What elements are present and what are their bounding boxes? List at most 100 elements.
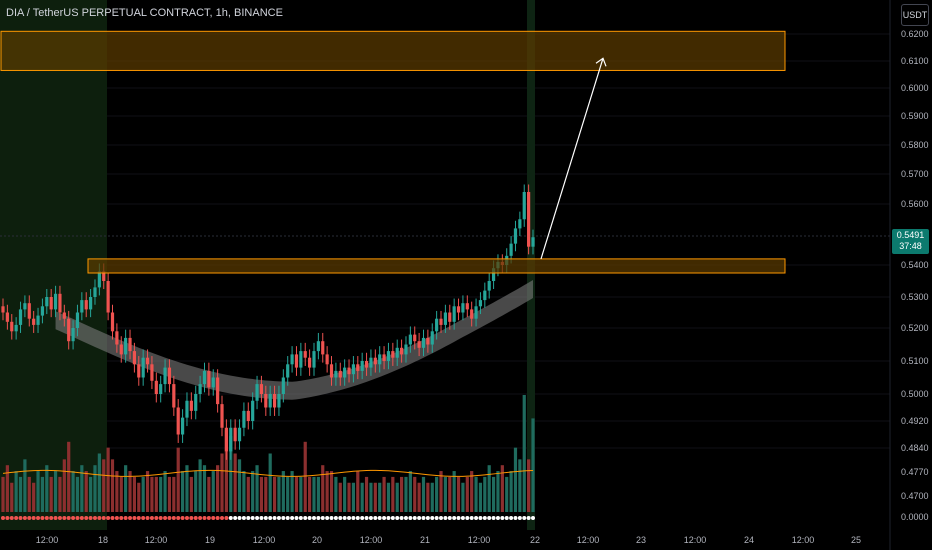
indicator-dot bbox=[276, 516, 281, 520]
candle-body bbox=[360, 361, 364, 371]
indicator-dot bbox=[5, 516, 10, 520]
indicator-dot bbox=[355, 516, 360, 520]
indicator-dot bbox=[307, 516, 312, 520]
candle-body bbox=[71, 328, 75, 342]
candle-body bbox=[198, 384, 202, 394]
indicator-dot bbox=[325, 516, 330, 520]
indicator-dot bbox=[526, 516, 531, 520]
indicator-dot bbox=[460, 516, 465, 520]
candle-body bbox=[465, 303, 469, 310]
volume-bar bbox=[264, 476, 268, 512]
indicator-dot bbox=[255, 516, 260, 520]
resistance-zone-top[interactable] bbox=[0, 30, 786, 71]
volume-bar bbox=[360, 482, 364, 512]
candle-body bbox=[395, 347, 399, 358]
volume-bar bbox=[67, 441, 71, 512]
candle-body bbox=[5, 312, 9, 322]
volume-bar bbox=[404, 476, 408, 512]
indicator-dot bbox=[290, 516, 295, 520]
indicator-dot bbox=[298, 516, 303, 520]
indicator-dot bbox=[163, 516, 168, 520]
indicator-dot bbox=[452, 516, 457, 520]
price-label: 0.5300 bbox=[901, 292, 929, 302]
volume-bar bbox=[5, 465, 9, 512]
projection-arrow[interactable] bbox=[540, 58, 604, 260]
volume-bar bbox=[325, 471, 329, 512]
candle-body bbox=[448, 312, 452, 322]
price-label: 0.4700 bbox=[901, 491, 929, 501]
price-label: 0.5800 bbox=[901, 140, 929, 150]
volume-bar bbox=[408, 471, 412, 512]
volume-bar bbox=[421, 476, 426, 512]
indicator-dot bbox=[167, 516, 172, 520]
candle-body bbox=[478, 300, 483, 307]
indicator-dot-row bbox=[1, 516, 535, 520]
candle-body bbox=[487, 281, 491, 291]
indicator-dot bbox=[360, 516, 365, 520]
candle-body bbox=[351, 364, 356, 375]
time-label: 12:00 bbox=[359, 535, 383, 545]
candle-body bbox=[343, 367, 347, 378]
candle-body bbox=[491, 268, 496, 281]
candle-body bbox=[119, 344, 123, 355]
indicator-dot bbox=[421, 516, 426, 520]
price-label: 0.5200 bbox=[901, 323, 929, 333]
candle-body bbox=[303, 351, 307, 358]
indicator-dot bbox=[430, 516, 435, 520]
volume-bar bbox=[110, 459, 115, 512]
volume-bar bbox=[259, 476, 264, 512]
volume-bar bbox=[53, 471, 58, 512]
candle-body bbox=[417, 341, 421, 348]
candle-body bbox=[281, 377, 285, 394]
volume-bar bbox=[461, 482, 465, 512]
volume-bar bbox=[496, 471, 500, 512]
currency-button[interactable]: USDT bbox=[901, 4, 929, 26]
volume-bar bbox=[527, 459, 531, 512]
volume-bar bbox=[251, 471, 255, 512]
indicator-dot bbox=[241, 516, 246, 520]
candle-body bbox=[23, 303, 27, 310]
indicator-dot bbox=[272, 516, 277, 520]
indicator-dot bbox=[145, 516, 150, 520]
time-label: 19 bbox=[204, 535, 216, 545]
candle-body bbox=[255, 384, 259, 401]
volume-bar bbox=[443, 476, 447, 512]
candle-body bbox=[67, 318, 71, 342]
candle-body bbox=[159, 384, 163, 394]
indicator-dot bbox=[377, 516, 382, 520]
indicator-dot bbox=[119, 516, 124, 520]
indicator-dot bbox=[220, 516, 225, 520]
indicator-dot bbox=[136, 516, 141, 520]
volume-bar bbox=[303, 441, 307, 512]
volume-bar bbox=[36, 471, 40, 512]
candle-body bbox=[97, 271, 101, 288]
price-label: 0.5900 bbox=[901, 111, 929, 121]
volume-bar bbox=[378, 482, 382, 512]
indicator-dot bbox=[403, 516, 408, 520]
indicator-dot bbox=[250, 516, 255, 520]
candle-body bbox=[413, 334, 417, 342]
indicator-dot bbox=[338, 516, 343, 520]
price-label: 0.5400 bbox=[901, 260, 929, 270]
indicator-dot bbox=[447, 516, 452, 520]
price-axis[interactable]: 0.6200 0.6100 0.6000 0.5900 0.5800 0.570… bbox=[890, 0, 932, 530]
candle-body bbox=[163, 367, 167, 385]
volume-bar bbox=[281, 471, 285, 512]
indicator-dot bbox=[9, 516, 14, 520]
candle-body bbox=[75, 312, 80, 328]
volume-bar bbox=[229, 435, 233, 512]
indicator-dot bbox=[215, 516, 220, 520]
candle-body bbox=[316, 341, 320, 352]
time-axis[interactable]: 12:00 18 12:00 19 12:00 20 12:00 21 12:0… bbox=[0, 530, 890, 550]
volume-bar bbox=[18, 476, 23, 512]
time-label: 12:00 bbox=[576, 535, 600, 545]
candle-body bbox=[58, 293, 62, 313]
time-label: 21 bbox=[419, 535, 431, 545]
volume-bar bbox=[435, 476, 439, 512]
support-zone[interactable] bbox=[87, 258, 786, 274]
indicator-dot bbox=[237, 516, 242, 520]
candle-body bbox=[474, 306, 478, 319]
volume-bar bbox=[487, 465, 491, 512]
indicator-dot bbox=[128, 516, 133, 520]
